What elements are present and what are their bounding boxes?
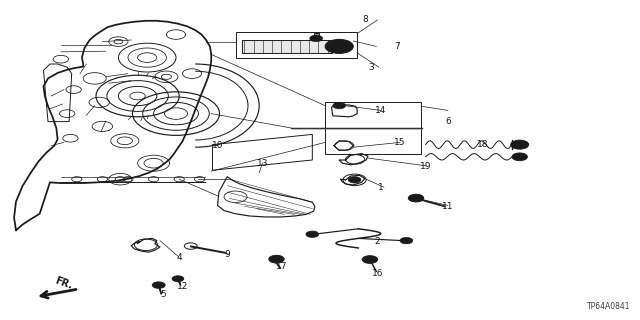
Circle shape	[152, 282, 165, 288]
Text: 16: 16	[372, 269, 383, 278]
Text: FR.: FR.	[53, 276, 74, 291]
Text: 2: 2	[375, 237, 380, 246]
Circle shape	[512, 153, 527, 161]
Text: 14: 14	[375, 106, 387, 115]
Text: 6: 6	[445, 117, 451, 126]
Text: 5: 5	[161, 290, 166, 299]
Circle shape	[408, 194, 424, 202]
Circle shape	[511, 140, 529, 149]
Text: 13: 13	[257, 159, 268, 168]
Circle shape	[306, 231, 319, 237]
Bar	[314, 33, 319, 40]
Text: 17: 17	[276, 262, 287, 271]
Text: 3: 3	[369, 63, 374, 72]
Text: 9: 9	[225, 250, 230, 259]
Circle shape	[269, 255, 284, 263]
Text: 19: 19	[420, 162, 431, 171]
Text: 10: 10	[212, 141, 223, 150]
Text: 11: 11	[442, 202, 454, 211]
Text: 8: 8	[362, 15, 367, 24]
Text: 4: 4	[177, 253, 182, 262]
Text: 7: 7	[394, 42, 399, 51]
Circle shape	[325, 39, 353, 53]
Circle shape	[310, 35, 323, 42]
Circle shape	[333, 102, 346, 109]
Circle shape	[332, 43, 347, 50]
Text: 1: 1	[378, 183, 383, 192]
Text: 12: 12	[177, 282, 188, 291]
Circle shape	[400, 237, 413, 244]
Circle shape	[362, 256, 378, 263]
Text: 18: 18	[477, 140, 489, 149]
Circle shape	[172, 276, 184, 282]
Text: 15: 15	[394, 138, 406, 147]
Text: TP64A0841: TP64A0841	[587, 302, 630, 311]
Bar	[242, 40, 332, 53]
Circle shape	[348, 177, 361, 183]
